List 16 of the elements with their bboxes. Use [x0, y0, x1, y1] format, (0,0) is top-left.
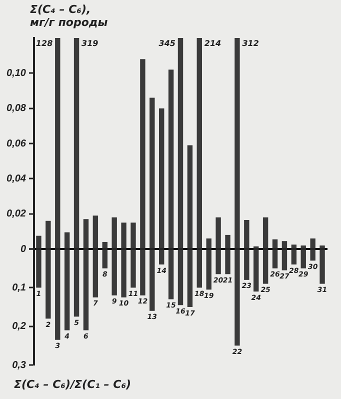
annotation: 345	[158, 39, 176, 48]
y-axis-title: Σ(C₄ – C₆)/Σ(C₁ – C₆)	[14, 378, 132, 391]
annotation: 319	[82, 39, 99, 48]
y-tick-label: 0,2	[12, 321, 26, 332]
y-tick-label: 0,08	[6, 103, 26, 114]
y-tick-label: 0,1	[12, 282, 26, 294]
y-tick-label: 0,02	[6, 208, 26, 220]
annotation: 128	[36, 39, 54, 48]
annotation: 312	[242, 39, 260, 48]
y-tick-label: 0,04	[6, 173, 26, 184]
y-tick-label: 0,10	[6, 68, 26, 79]
y-axis-title: Σ(C₄ – C₆), мг/г породы	[30, 3, 108, 29]
y-tick-label: 0,3	[12, 360, 26, 371]
y-tick-label: 0	[20, 244, 26, 255]
y-tick-label: 0,06	[6, 138, 26, 150]
annotation: 214	[204, 39, 222, 48]
